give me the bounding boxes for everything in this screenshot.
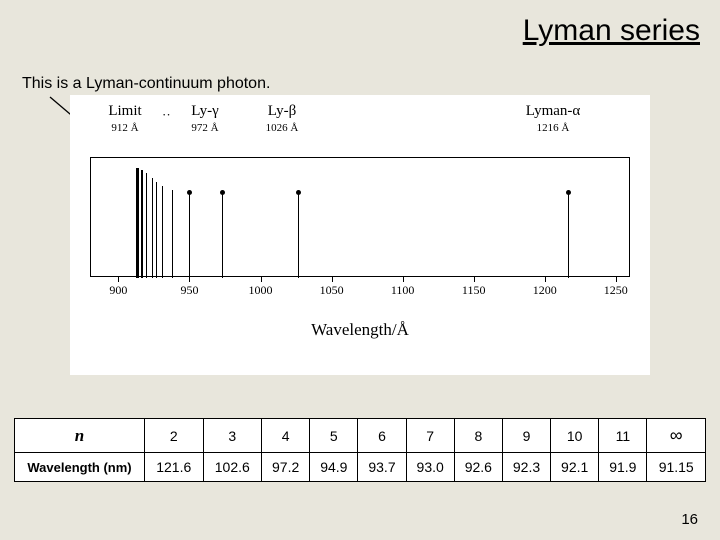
axis-tick <box>261 277 262 282</box>
table-cell-wl: 92.3 <box>502 453 550 482</box>
table-cell-wl: 94.9 <box>310 453 358 482</box>
axis-tick-label: 1050 <box>320 283 344 298</box>
spectrum-box <box>90 157 630 277</box>
axis-tick <box>545 277 546 282</box>
spectral-line <box>141 170 143 278</box>
subtitle-text: This is a Lyman-continuum photon. <box>22 75 270 93</box>
dots-indicator: ·· <box>162 107 171 123</box>
table-cell-wl: 91.15 <box>647 453 706 482</box>
table-cell-n: 6 <box>358 419 406 453</box>
axis-tick <box>332 277 333 282</box>
spectral-line <box>152 178 153 278</box>
table-cell-wl: 91.9 <box>599 453 647 482</box>
table-cell-n: ∞ <box>647 419 706 453</box>
axis-label: Wavelength/Å <box>70 320 650 340</box>
spectral-line-dot <box>220 190 225 195</box>
table-cell-n: 11 <box>599 419 647 453</box>
table-header-n: n <box>15 419 145 453</box>
spectrum-label: Ly-γ972 Å <box>175 103 235 134</box>
spectral-line <box>172 190 173 278</box>
spectrum-diagram: Limit912 Å Ly-γ972 Å Ly-β1026 Å Lyman-α1216… <box>70 95 650 375</box>
table-header-wl: Wavelength (nm) <box>15 453 145 482</box>
axis-tick-label: 1200 <box>533 283 557 298</box>
table-cell-wl: 93.7 <box>358 453 406 482</box>
axis-tick <box>189 277 190 282</box>
axis-tick <box>474 277 475 282</box>
table-row-n: n 234567891011∞ <box>15 419 706 453</box>
table-cell-n: 8 <box>454 419 502 453</box>
spectrum-label: Lyman-α1216 Å <box>523 103 583 134</box>
table-cell-n: 4 <box>262 419 310 453</box>
axis-tick-label: 1100 <box>391 283 415 298</box>
table-row-wl: Wavelength (nm) 121.6102.697.294.993.793… <box>15 453 706 482</box>
spectrum-label: Ly-β1026 Å <box>252 103 312 134</box>
spectral-line-dot <box>187 190 192 195</box>
spectral-line <box>156 182 157 278</box>
table-cell-n: 7 <box>406 419 454 453</box>
table-cell-wl: 121.6 <box>145 453 204 482</box>
page-title: Lyman series <box>523 14 700 48</box>
axis-tick-label: 1000 <box>249 283 273 298</box>
spectrum-label: Limit912 Å <box>95 103 155 134</box>
spectral-line-dot <box>566 190 571 195</box>
spectral-line-dot <box>296 190 301 195</box>
table-cell-wl: 92.1 <box>551 453 599 482</box>
table-cell-n: 3 <box>203 419 262 453</box>
spectrum-labels-row: Limit912 Å Ly-γ972 Å Ly-β1026 Å Lyman-α1216… <box>70 103 650 153</box>
axis-tick <box>118 277 119 282</box>
axis-tick <box>403 277 404 282</box>
table-cell-wl: 93.0 <box>406 453 454 482</box>
table-cell-wl: 97.2 <box>262 453 310 482</box>
spectral-line <box>162 186 163 278</box>
wavelength-table: n 234567891011∞ Wavelength (nm) 121.6102… <box>14 418 706 482</box>
axis-tick-label: 1250 <box>604 283 628 298</box>
axis-tick-label: 950 <box>180 283 198 298</box>
spectral-line <box>189 193 190 278</box>
table-cell-n: 9 <box>502 419 550 453</box>
spectral-line <box>136 168 139 278</box>
spectral-line <box>222 193 223 278</box>
table-cell-n: 2 <box>145 419 204 453</box>
axis-tick-label: 1150 <box>462 283 486 298</box>
axis-tick-label: 900 <box>109 283 127 298</box>
spectral-line <box>298 193 299 278</box>
page-number: 16 <box>681 511 698 528</box>
axis-tick <box>616 277 617 282</box>
table-cell-wl: 102.6 <box>203 453 262 482</box>
spectral-line <box>568 193 569 278</box>
table-cell-wl: 92.6 <box>454 453 502 482</box>
axis-ticks: 900 950 1000 1050 1100 1150 1200 1250 <box>90 277 630 307</box>
table-cell-n: 5 <box>310 419 358 453</box>
table-cell-n: 10 <box>551 419 599 453</box>
spectral-line <box>146 173 147 278</box>
